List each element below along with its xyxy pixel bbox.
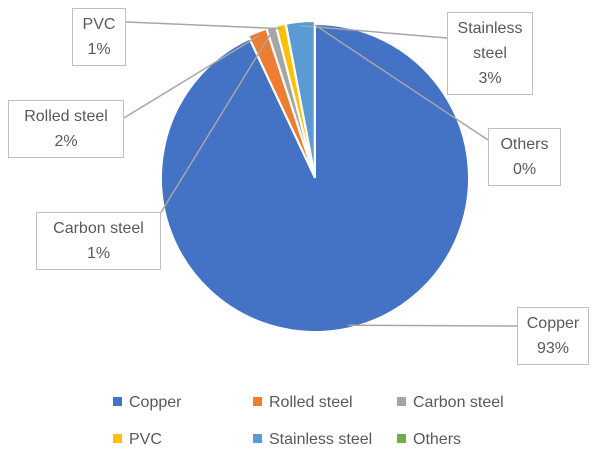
leader-line — [314, 24, 489, 141]
legend-label: Others — [413, 431, 462, 448]
legend-label: Stainless steel — [269, 431, 373, 448]
legend-entry: Rolled steel — [253, 394, 353, 412]
label-value: 1% — [87, 41, 111, 58]
data-label: Copper 93% — [517, 307, 589, 365]
legend-swatch — [397, 434, 406, 443]
label-name: Carbon steel — [53, 220, 144, 237]
pie-slice — [160, 22, 470, 333]
label-name: PVC — [82, 16, 116, 33]
label-name: Stainless steel — [457, 20, 523, 62]
leader-line — [123, 35, 260, 119]
label-value: 1% — [86, 245, 111, 262]
label-name: Rolled steel — [24, 108, 108, 125]
label-name: Copper — [526, 315, 580, 332]
data-label: PVC 1% — [72, 8, 126, 66]
data-label: Carbon steel 1% — [36, 212, 161, 270]
legend-entry: PVC — [113, 431, 162, 449]
legend-entry: Others — [397, 431, 461, 449]
label-value: 0% — [512, 161, 537, 178]
leader-line — [347, 324, 518, 327]
legend-swatch — [113, 397, 122, 406]
label-value: 3% — [478, 70, 502, 87]
legend-label: PVC — [129, 431, 162, 448]
label-value: 2% — [54, 133, 78, 150]
legend-label: Carbon steel — [413, 394, 504, 411]
legend-entry: Carbon steel — [397, 394, 504, 412]
data-label: Rolled steel 2% — [8, 100, 124, 158]
leader-line — [300, 24, 448, 39]
legend-swatch — [113, 434, 122, 443]
label-name: Others — [500, 136, 549, 153]
data-label: Stainless steel 3% — [447, 12, 533, 95]
legend-swatch — [397, 397, 406, 406]
legend-swatch — [253, 434, 262, 443]
legend-label: Rolled steel — [269, 394, 353, 411]
legend-label: Copper — [129, 394, 182, 411]
legend-swatch — [253, 397, 262, 406]
legend-entry: Copper — [113, 394, 181, 412]
leader-line — [159, 30, 273, 215]
legend-entry: Stainless steel — [253, 431, 372, 449]
label-value: 93% — [536, 340, 570, 357]
leader-line — [125, 21, 282, 30]
data-label: Others 0% — [488, 128, 561, 186]
